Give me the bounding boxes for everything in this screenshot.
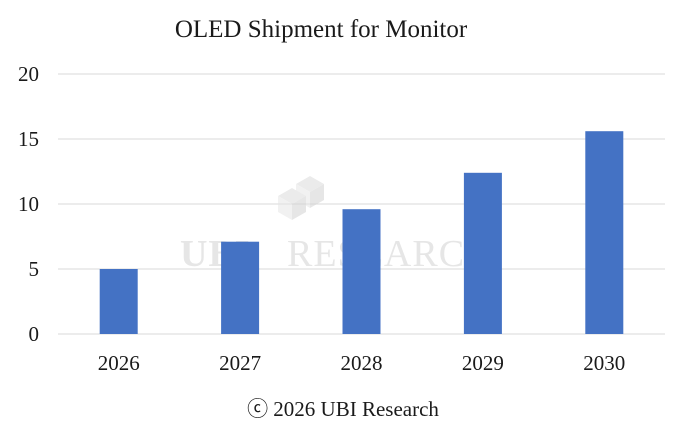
chart-title: OLED Shipment for Monitor [174,16,468,43]
bar-2027 [221,241,260,334]
y-axis-tick-labels: 0 5 10 15 20 [18,62,39,346]
watermark-logo: UBI RESEARCH [180,176,493,275]
bar-2029 [463,172,502,334]
y-tick-label: 5 [29,257,40,281]
bar-2026 [99,269,138,334]
watermark-brand-text: RESEARCH [287,233,493,275]
y-tick-label: 0 [29,322,40,346]
x-tick-label: 2028 [341,351,383,375]
x-axis-tick-labels: 2026 2027 2028 2029 2030 [98,351,626,375]
bars [99,131,624,334]
bar-2028 [342,209,381,334]
x-tick-label: 2027 [219,351,261,375]
x-tick-label: 2029 [462,351,504,375]
y-tick-label: 20 [18,62,39,86]
x-tick-label: 2026 [98,351,140,375]
bar-2030 [585,131,624,334]
copyright-text: ⓒ 2026 UBI Research [247,397,439,421]
y-tick-label: 10 [18,192,39,216]
y-tick-label: 15 [18,127,39,151]
x-tick-label: 2030 [583,351,625,375]
